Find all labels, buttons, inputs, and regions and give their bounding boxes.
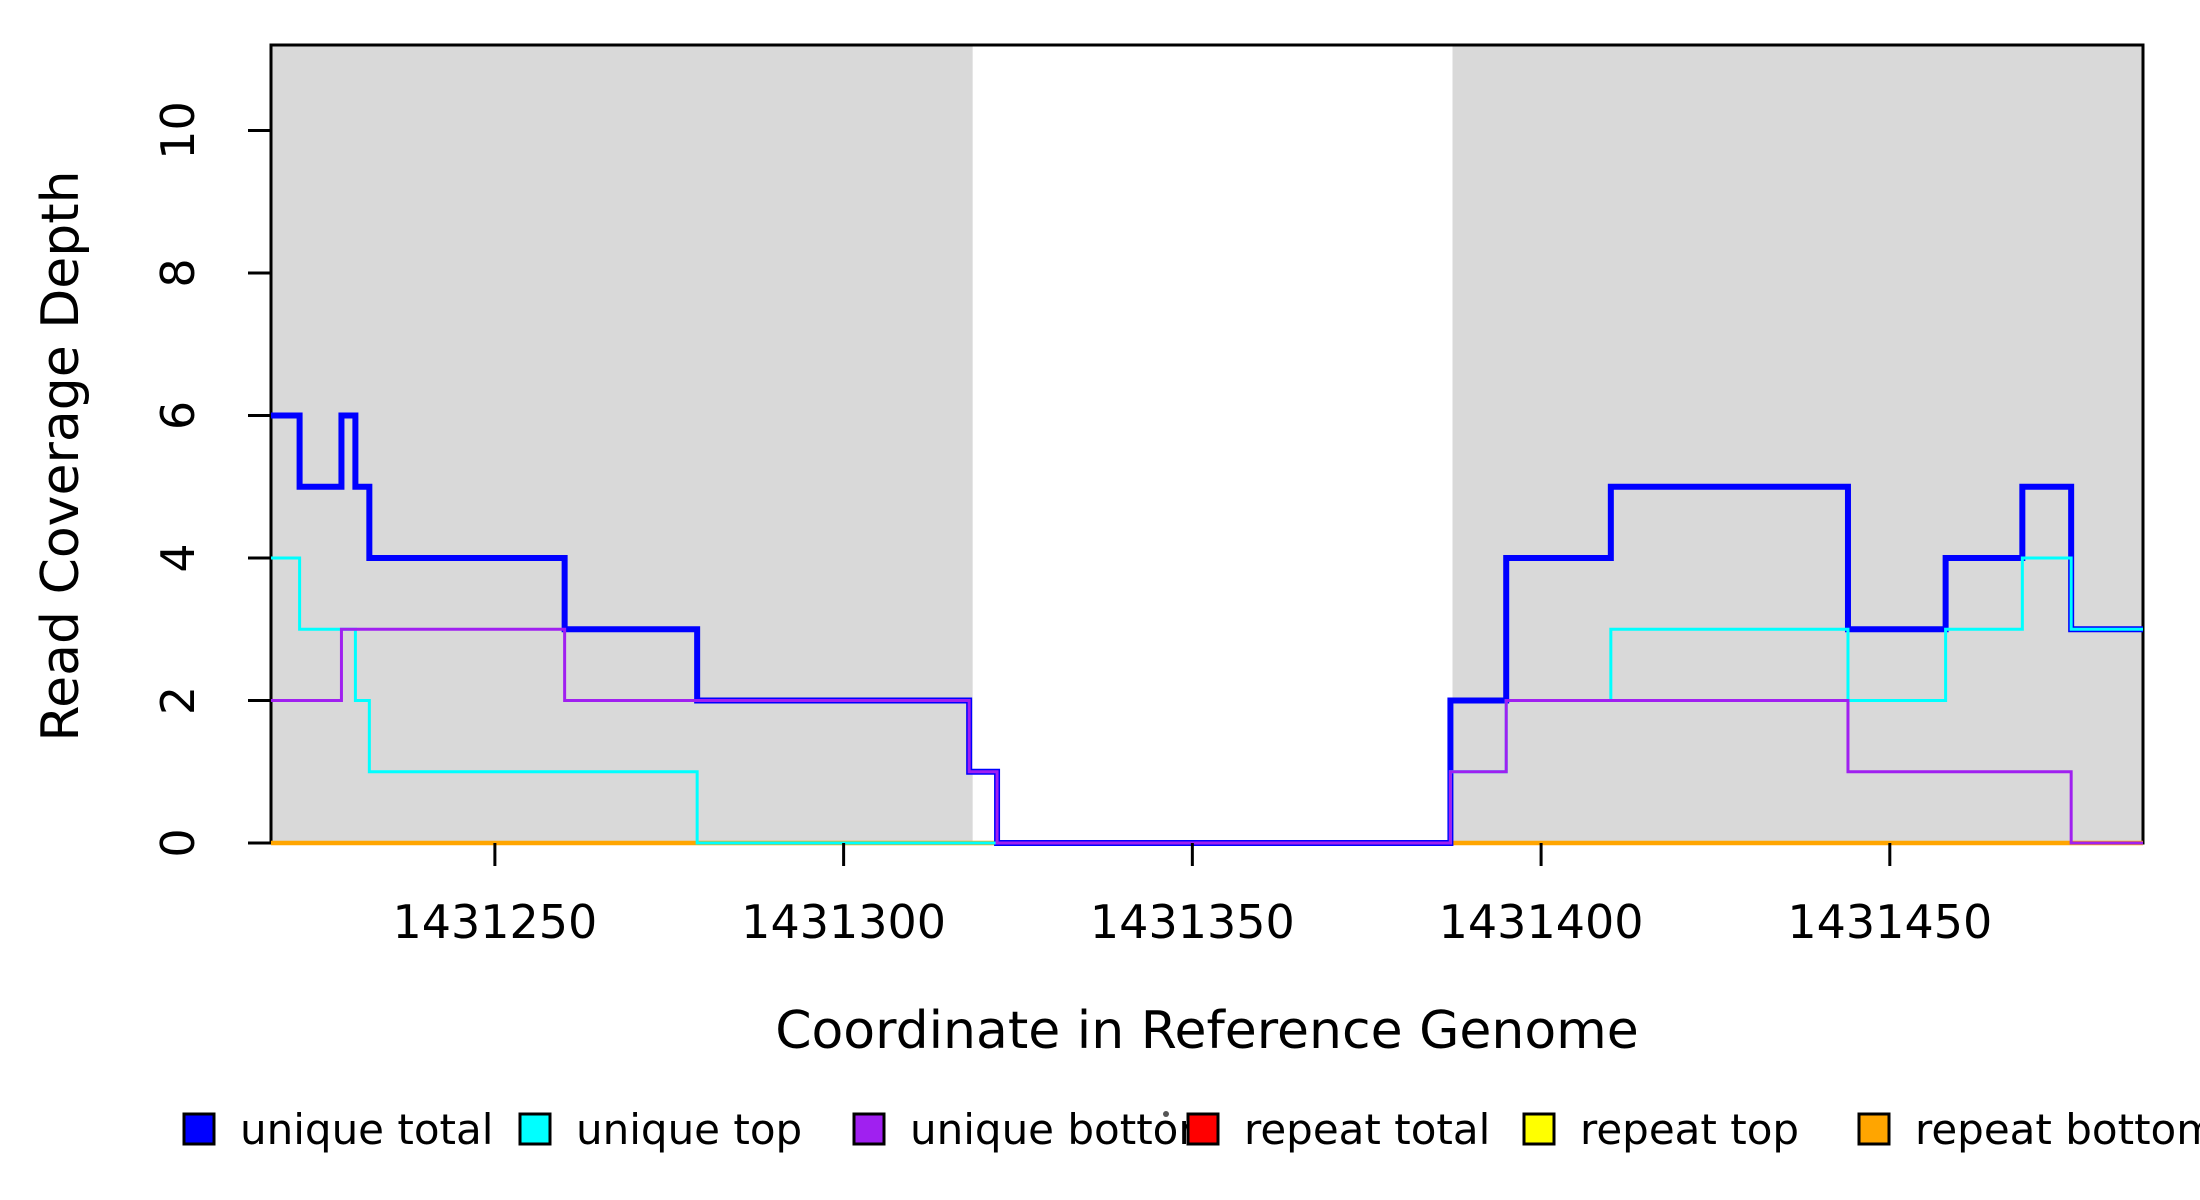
y-tick-label: 2: [151, 686, 205, 715]
stray-dot-artifact: [1163, 1111, 1169, 1117]
x-tick-label: 1431350: [1090, 895, 1295, 949]
y-tick-label: 6: [151, 401, 205, 430]
y-tick-label: 8: [151, 258, 205, 287]
legend-label-repeat-top: repeat top: [1580, 1105, 1799, 1154]
legend-swatch-unique-total: [182, 1112, 216, 1146]
y-tick-label: 0: [151, 828, 205, 857]
legend-label-unique-bottom: unique bottom: [910, 1105, 1219, 1154]
legend-swatch-repeat-top: [1522, 1112, 1556, 1146]
shaded-region-2: [1452, 45, 2143, 843]
x-axis-title: Coordinate in Reference Genome: [775, 1001, 1639, 1061]
y-tick-label: 10: [151, 101, 205, 160]
x-tick-label: 1431250: [392, 895, 597, 949]
shaded-region-1: [271, 45, 973, 843]
legend-swatch-repeat-total: [1186, 1112, 1220, 1146]
legend-label-unique-total: unique total: [240, 1105, 493, 1154]
legend-label-repeat-bottom: repeat bottom: [1915, 1105, 2200, 1154]
legend-swatch-unique-bottom: [852, 1112, 886, 1146]
x-tick-label: 1431450: [1787, 895, 1992, 949]
legend-label-unique-top: unique top: [576, 1105, 802, 1154]
series-unique-bottom: [271, 627, 2143, 845]
x-tick-label: 1431400: [1439, 895, 1644, 949]
legend-swatch-unique-top: [518, 1112, 552, 1146]
x-tick-label: 1431300: [741, 895, 946, 949]
legend-swatch-repeat-bottom: [1857, 1112, 1891, 1146]
y-axis-title: Read Coverage Depth: [31, 170, 91, 741]
y-tick-label: 4: [151, 543, 205, 572]
legend-label-repeat-total: repeat total: [1244, 1105, 1490, 1154]
